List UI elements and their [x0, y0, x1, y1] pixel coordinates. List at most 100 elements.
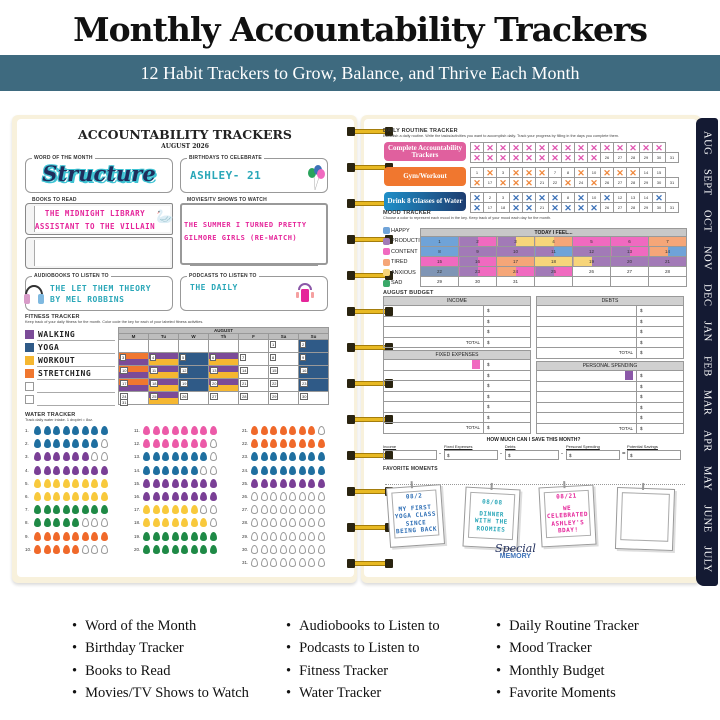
total-amount-field[interactable]: $ [482, 336, 532, 348]
mood-day[interactable]: 24 [496, 266, 535, 277]
calendar-day[interactable]: 25 [148, 391, 179, 405]
water-drop-filled-icon[interactable] [100, 492, 108, 502]
water-drop-empty-icon[interactable] [308, 492, 315, 502]
water-drop-empty-icon[interactable] [270, 492, 277, 502]
water-drop-filled-icon[interactable] [279, 452, 287, 462]
water-drop-filled-icon[interactable] [190, 452, 198, 462]
month-tab[interactable]: AUG [701, 130, 713, 156]
water-drop-filled-icon[interactable] [152, 505, 160, 515]
water-drop-empty-icon[interactable] [308, 505, 315, 515]
water-drop-filled-icon[interactable] [260, 439, 268, 449]
water-drop-filled-icon[interactable] [53, 452, 60, 462]
calendar-day[interactable]: 8 [268, 352, 299, 366]
habit-day[interactable]: ✕ [574, 142, 588, 153]
water-drop-filled-icon[interactable] [72, 492, 79, 502]
water-drop-filled-icon[interactable] [181, 465, 188, 475]
habit-day[interactable]: ✕ [522, 202, 536, 213]
mood-key-item[interactable]: HAPPY [383, 227, 410, 234]
water-drop-filled-icon[interactable] [308, 439, 315, 449]
water-drop-filled-icon[interactable] [260, 478, 268, 488]
habit-day[interactable]: ✕ [652, 192, 666, 203]
debts-table[interactable]: DEBTS $ $ $ $ TOTAL $ [536, 296, 685, 359]
fitness-key-swatch[interactable] [25, 330, 34, 339]
water-drop-empty-icon[interactable] [279, 518, 287, 528]
habit-days[interactable]: 1 ✕ 3 ✕ ✕ ✕ 7 8 ✕ 10 ✕ ✕ ✕ 14 15 ✕ 17 ✕ ✕ ✕ 21 22 ✕ 24 ✕ 26 27 28 29… [470, 167, 679, 188]
mood-day[interactable]: 11 [534, 246, 573, 257]
habit-day[interactable]: 30 [652, 177, 666, 188]
water-drop-empty-icon[interactable] [317, 531, 325, 541]
habit-day[interactable]: ✕ [470, 192, 484, 203]
water-drop-empty-icon[interactable] [251, 518, 258, 528]
water-drop-filled-icon[interactable] [270, 452, 277, 462]
water-drop-filled-icon[interactable] [72, 544, 79, 554]
water-drop-filled-icon[interactable] [171, 426, 179, 436]
mood-day[interactable]: 22 [420, 266, 459, 277]
habit-day[interactable]: ✕ [626, 167, 640, 178]
water-drop-filled-icon[interactable] [53, 531, 60, 541]
water-drop-filled-icon[interactable] [34, 426, 41, 436]
water-drop-empty-icon[interactable] [209, 452, 217, 462]
calendar-day[interactable] [148, 339, 179, 353]
habit-day[interactable]: ✕ [587, 177, 601, 188]
total-amount-field[interactable]: $ [635, 422, 685, 434]
habit-day[interactable]: ✕ [535, 152, 549, 163]
habit-day[interactable]: ✕ [509, 177, 523, 188]
month-tab[interactable]: JAN [701, 320, 713, 342]
water-drop-empty-icon[interactable] [270, 505, 277, 515]
water-drop-empty-icon[interactable] [308, 557, 315, 567]
water-drop-filled-icon[interactable] [251, 465, 258, 475]
word-of-month-box[interactable] [25, 158, 173, 193]
habit-day[interactable]: ✕ [470, 152, 484, 163]
water-drop-empty-icon[interactable] [308, 531, 315, 541]
budget-amount-field[interactable]: $ [482, 369, 532, 381]
mood-day[interactable]: 16 [458, 256, 497, 267]
water-drop-filled-icon[interactable] [62, 544, 70, 554]
mood-day[interactable]: 20 [610, 256, 649, 267]
water-drop-filled-icon[interactable] [100, 505, 108, 515]
water-drop-filled-icon[interactable] [100, 531, 108, 541]
month-tab[interactable]: OCT [701, 209, 713, 233]
habit-day[interactable]: 21 [535, 202, 549, 213]
habit-day[interactable]: 22 [548, 177, 562, 188]
water-drop-filled-icon[interactable] [209, 478, 217, 488]
water-drop-empty-icon[interactable] [251, 557, 258, 567]
water-drop-filled-icon[interactable] [72, 426, 79, 436]
budget-amount-field[interactable]: $ [482, 401, 532, 413]
water-drop-filled-icon[interactable] [171, 518, 179, 528]
habit-day[interactable]: 17 [483, 202, 497, 213]
mood-day[interactable]: 15 [420, 256, 459, 267]
fitness-key-swatch[interactable] [25, 395, 34, 404]
calendar-day[interactable]: 1 [268, 339, 299, 353]
water-drop-filled-icon[interactable] [162, 505, 169, 515]
water-drop-empty-icon[interactable] [298, 544, 306, 554]
habit-day[interactable]: ✕ [470, 142, 484, 153]
mood-key-item[interactable]: PRODUCTIVE [383, 237, 427, 245]
budget-amount-field[interactable]: $ [482, 390, 532, 402]
water-drop-filled-icon[interactable] [81, 426, 89, 436]
habit-day[interactable]: ✕ [509, 192, 523, 203]
budget-item-field[interactable] [383, 401, 484, 413]
water-drop-filled-icon[interactable] [143, 492, 150, 502]
water-drop-filled-icon[interactable] [143, 531, 150, 541]
water-drop-filled-icon[interactable] [308, 452, 315, 462]
habit-day[interactable]: 15 [652, 167, 666, 178]
calendar-day[interactable]: 9 [298, 352, 329, 366]
habit-day[interactable]: ✕ [587, 152, 601, 163]
mood-day[interactable] [610, 276, 649, 287]
habit-day[interactable]: 30 [652, 202, 666, 213]
water-drop-filled-icon[interactable] [152, 478, 160, 488]
water-drop-filled-icon[interactable] [162, 439, 169, 449]
mood-day[interactable]: 4 [534, 236, 573, 247]
habit-day[interactable]: ✕ [600, 167, 614, 178]
habit-day[interactable]: ✕ [561, 202, 575, 213]
water-drop-empty-icon[interactable] [209, 518, 217, 528]
water-drop-filled-icon[interactable] [62, 465, 70, 475]
water-drop-empty-icon[interactable] [260, 518, 268, 528]
water-drop-filled-icon[interactable] [43, 544, 51, 554]
habit-day[interactable]: 29 [639, 177, 653, 188]
water-drop-filled-icon[interactable] [62, 505, 70, 515]
water-drop-empty-icon[interactable] [289, 518, 296, 528]
budget-item-field[interactable] [536, 412, 637, 424]
budget-item-field[interactable] [383, 411, 484, 423]
water-drop-empty-icon[interactable] [317, 426, 325, 436]
